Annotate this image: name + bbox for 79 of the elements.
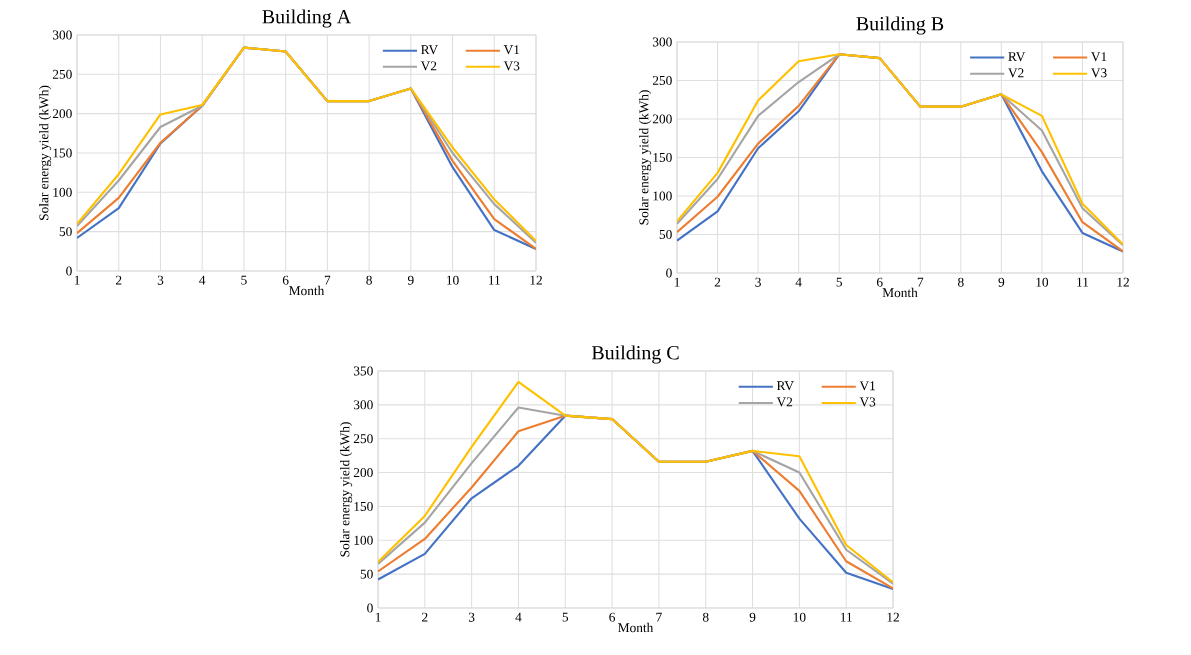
x-axis-title: Month <box>289 285 325 296</box>
legend-label: V2 <box>420 61 437 71</box>
y-axis-title: Solar energy yield (kWh) <box>340 422 353 557</box>
x-tick-label: 5 <box>241 275 247 285</box>
x-tick-label: 3 <box>157 275 164 285</box>
y-tick-label: 300 <box>52 30 72 40</box>
x-tick-label: 12 <box>1117 277 1129 287</box>
y-tick-label: 0 <box>66 266 72 276</box>
y-tick-label: 200 <box>52 109 72 119</box>
y-tick-label: 50 <box>659 229 672 239</box>
x-tick-label: 2 <box>714 277 721 287</box>
y-tick-label: 100 <box>354 535 373 545</box>
y-tick-label: 250 <box>353 434 373 444</box>
x-tick-label: 2 <box>422 612 428 622</box>
legend-label: RV <box>1008 52 1026 62</box>
x-tick-label: 6 <box>876 277 883 287</box>
x-tick-label: 10 <box>793 612 806 622</box>
x-axis-title: Month <box>618 622 654 633</box>
x-tick-label: 8 <box>958 277 964 287</box>
legend-label: V1 <box>1091 52 1107 62</box>
y-tick-label: 200 <box>353 468 373 478</box>
legend-label: V2 <box>776 397 793 407</box>
y-axis-title: Solar energy yield (kWh) <box>639 90 652 225</box>
y-tick-label: 300 <box>652 37 672 47</box>
chart-title: Building A <box>262 9 352 28</box>
legend-label: V3 <box>503 61 520 71</box>
x-tick-label: 3 <box>468 612 475 622</box>
x-tick-label: 5 <box>836 277 843 287</box>
x-tick-label: 11 <box>840 612 852 622</box>
x-tick-label: 2 <box>115 275 122 285</box>
x-tick-label: 4 <box>515 612 522 622</box>
x-tick-label: 8 <box>702 612 709 622</box>
y-tick-label: 0 <box>367 603 373 613</box>
x-axis-title: Month <box>882 287 918 298</box>
y-tick-label: 150 <box>653 152 672 162</box>
x-tick-label: 10 <box>1036 277 1049 287</box>
x-tick-label: 6 <box>609 612 616 622</box>
x-tick-label: 7 <box>656 612 662 622</box>
legend-label: V1 <box>503 45 520 55</box>
y-tick-label: 150 <box>354 501 373 511</box>
x-tick-label: 5 <box>562 612 569 622</box>
x-tick-label: 1 <box>375 612 381 622</box>
y-tick-label: 0 <box>666 268 672 278</box>
legend-label: RV <box>776 381 794 391</box>
legend-label: V2 <box>1008 68 1024 78</box>
x-tick-label: 6 <box>282 275 289 285</box>
x-tick-label: 9 <box>998 277 1005 287</box>
y-tick-label: 250 <box>52 69 72 79</box>
x-tick-label: 4 <box>199 275 206 285</box>
chart-title: Building C <box>591 345 679 364</box>
y-tick-label: 100 <box>653 191 672 201</box>
y-tick-label: 300 <box>353 400 373 410</box>
y-tick-label: 50 <box>360 569 373 579</box>
x-tick-label: 7 <box>917 277 924 287</box>
x-tick-label: 7 <box>324 275 331 285</box>
y-tick-label: 200 <box>652 114 672 124</box>
x-tick-label: 9 <box>749 612 756 622</box>
y-tick-label: 100 <box>53 187 72 197</box>
x-tick-label: 12 <box>530 275 542 285</box>
x-tick-label: 4 <box>795 277 802 287</box>
x-tick-label: 8 <box>366 275 372 285</box>
legend-label: V3 <box>859 397 876 407</box>
legend-label: V1 <box>859 381 875 391</box>
chart-title: Building B <box>856 16 944 35</box>
y-axis-title: Solar energy yield (kWh) <box>39 85 52 220</box>
y-tick-label: 150 <box>53 148 72 158</box>
y-tick-label: 50 <box>59 227 72 237</box>
x-tick-label: 10 <box>447 275 459 285</box>
y-tick-label: 350 <box>353 366 373 376</box>
legend-label: RV <box>421 45 438 55</box>
x-tick-label: 1 <box>674 277 680 287</box>
x-tick-label: 1 <box>74 275 80 285</box>
x-tick-label: 11 <box>1077 277 1089 287</box>
x-tick-label: 12 <box>887 612 899 622</box>
x-tick-label: 9 <box>407 275 414 285</box>
x-tick-label: 11 <box>489 275 500 285</box>
y-tick-label: 250 <box>652 75 672 85</box>
legend-label: V3 <box>1091 68 1107 78</box>
x-tick-label: 3 <box>755 277 761 287</box>
